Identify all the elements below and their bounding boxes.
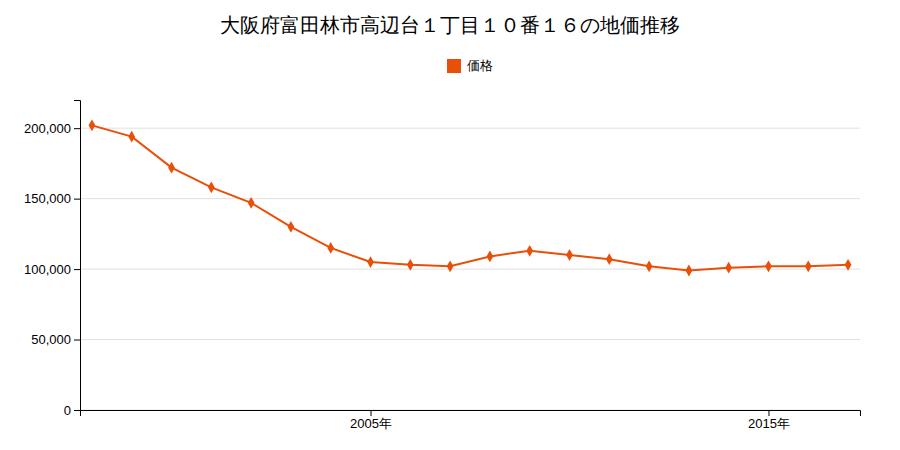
marker: [89, 119, 96, 131]
y-tick-mark: [74, 269, 80, 270]
marker: [725, 262, 732, 274]
y-tick-mark: [74, 199, 80, 200]
marker: [566, 249, 573, 261]
grid-line: [80, 269, 860, 270]
marker: [845, 259, 852, 271]
markers: [89, 119, 852, 276]
marks: [89, 119, 852, 276]
marker: [407, 259, 414, 271]
y-tick-mark: [74, 410, 80, 411]
grid-line: [80, 339, 860, 340]
y-axis: 0 50,000 100,000 150,000 200,000: [24, 101, 81, 418]
x-axis-line: [81, 411, 861, 417]
marker: [128, 131, 135, 143]
grid-line: [80, 198, 860, 199]
y-axis-line: [74, 101, 81, 411]
title: 大阪府富田林市高辺台１丁目１０番１６の地価推移: [220, 13, 680, 37]
y-tick-label: 100,000: [24, 262, 71, 277]
x-axis: 2005年 2015年: [81, 410, 861, 431]
marker: [765, 260, 772, 272]
x-tick-mark: [371, 410, 372, 416]
marker: [327, 242, 334, 254]
x-tick-mark: [768, 410, 769, 416]
x-tick: 2005年: [350, 410, 392, 431]
legend-swatch: [447, 59, 461, 73]
y-tick: 50,000: [31, 332, 80, 347]
marker: [168, 162, 175, 174]
x-tick-label: 2005年: [350, 416, 392, 431]
y-tick-label: 150,000: [24, 191, 71, 206]
y-tick-label: 0: [64, 403, 71, 418]
marker: [685, 265, 692, 277]
x-tick: 2015年: [748, 410, 790, 431]
line: [92, 125, 848, 270]
grid: [80, 128, 860, 410]
marker: [248, 197, 255, 209]
y-tick: 100,000: [24, 262, 80, 277]
marker: [447, 260, 454, 272]
marker: [367, 256, 374, 268]
grid-line: [80, 128, 860, 129]
legend-label: 価格: [467, 58, 493, 73]
marker: [805, 260, 812, 272]
legend: 価格: [447, 58, 493, 73]
chart: 大阪府富田林市高辺台１丁目１０番１６の地価推移 2005年 2015年 0 50,000…: [0, 0, 900, 450]
marker: [526, 245, 533, 257]
y-tick: 150,000: [24, 191, 80, 206]
x-tick-label: 2015年: [748, 416, 790, 431]
marker: [288, 221, 295, 233]
marker: [486, 251, 493, 263]
y-tick-mark: [74, 340, 80, 341]
y-tick-mark: [74, 128, 80, 129]
y-tick-label: 50,000: [31, 332, 71, 347]
marker: [646, 260, 653, 272]
y-tick-label: 200,000: [24, 121, 71, 136]
marker: [208, 181, 215, 193]
y-tick: 0: [64, 403, 80, 418]
y-tick: 200,000: [24, 121, 80, 136]
legend-item: 価格: [447, 58, 493, 73]
plot: 2005年 2015年 0 50,000 100,000 150,000 200,000: [24, 101, 861, 432]
marker: [606, 253, 613, 265]
